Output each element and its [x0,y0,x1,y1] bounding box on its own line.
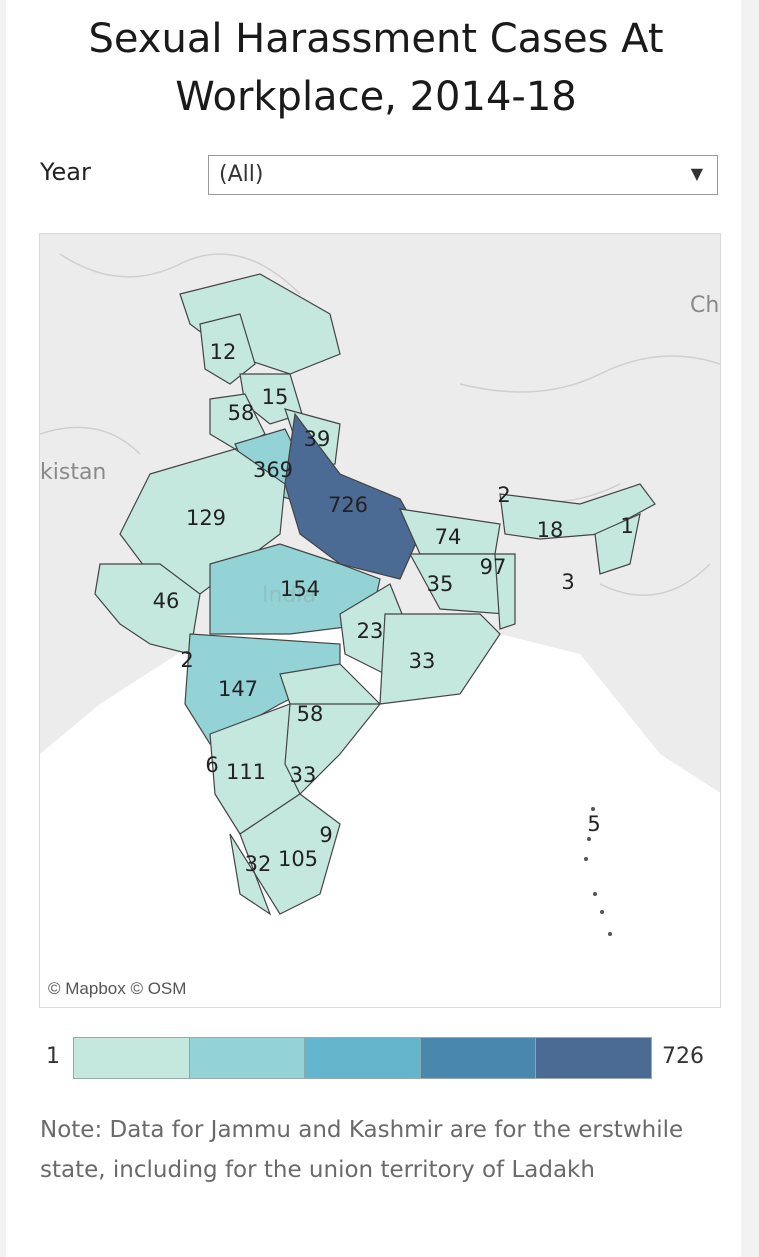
state-northeast-east[interactable] [594,512,641,575]
legend-swatch [420,1038,537,1078]
value-label: 39 [304,427,331,451]
value-label: 6 [205,753,218,777]
legend-swatch [536,1038,651,1078]
bay-area [420,614,720,1007]
value-label: 1 [620,514,633,538]
value-label: 105 [278,847,318,871]
neighbour-borders [40,253,720,596]
value-label: 15 [262,385,289,409]
state-maharashtra[interactable] [184,633,341,745]
state-odisha[interactable] [379,613,501,705]
legend-swatch [189,1038,306,1078]
value-label: 147 [218,677,258,701]
value-label: 2 [497,483,510,507]
color-legend-bar [73,1037,652,1079]
andaman-islands [584,807,612,936]
state-gujarat[interactable] [94,563,201,655]
year-filter-label: Year [40,158,91,186]
year-filter-dropdown[interactable]: (All) ▼ [208,155,718,195]
country-label-china: Ch [690,293,719,318]
legend-swatch [74,1038,190,1078]
state-uttar-pradesh[interactable] [284,412,421,580]
value-label: 74 [435,525,462,549]
value-label: 12 [210,340,237,364]
value-label: 23 [357,619,384,643]
value-label: 129 [186,506,226,530]
legend-min-label: 1 [46,1044,60,1069]
value-label: 32 [245,852,272,876]
value-label: 35 [427,572,454,596]
value-label: 111 [226,760,266,784]
chevron-down-icon[interactable]: ▼ [690,164,703,183]
value-label: 33 [290,763,317,787]
state-west-bengal[interactable] [494,553,516,630]
year-filter-value: (All) [219,162,264,187]
page-title: Sexual Harassment Cases At Workplace, 20… [88,16,664,120]
value-label: 9 [319,823,332,847]
value-label: 97 [480,555,507,579]
value-label: 154 [280,577,320,601]
india-state-map[interactable]: Ch kistan India 12 15 58 39 369 726 129 … [39,233,721,1008]
value-label: 46 [153,589,180,613]
state-kerala[interactable] [229,833,272,916]
legend-max-label: 726 [662,1044,704,1069]
value-label: 369 [253,458,293,482]
value-label: 58 [228,401,255,425]
footnote: Note: Data for Jammu and Kashmir are for… [40,1117,684,1183]
country-label-pakistan: kistan [40,460,106,485]
value-label: 58 [297,702,324,726]
state-andhra-pradesh[interactable] [284,703,382,796]
value-label: 18 [537,518,564,542]
map-canvas: Ch kistan India 12 15 58 39 369 726 129 … [40,234,720,1007]
state-jammu-kashmir[interactable] [179,273,341,375]
value-label: 2 [180,648,193,672]
value-label: 726 [328,493,368,517]
map-attribution[interactable]: © Mapbox © OSM [48,979,187,998]
dashboard-panel: Sexual Harassment Cases At Workplace, 20… [6,0,741,1257]
country-label-india: India [262,583,316,608]
value-label: 33 [409,649,436,673]
value-label: 5 [587,812,600,836]
legend-swatch [305,1038,421,1078]
value-label: 3 [561,570,574,594]
